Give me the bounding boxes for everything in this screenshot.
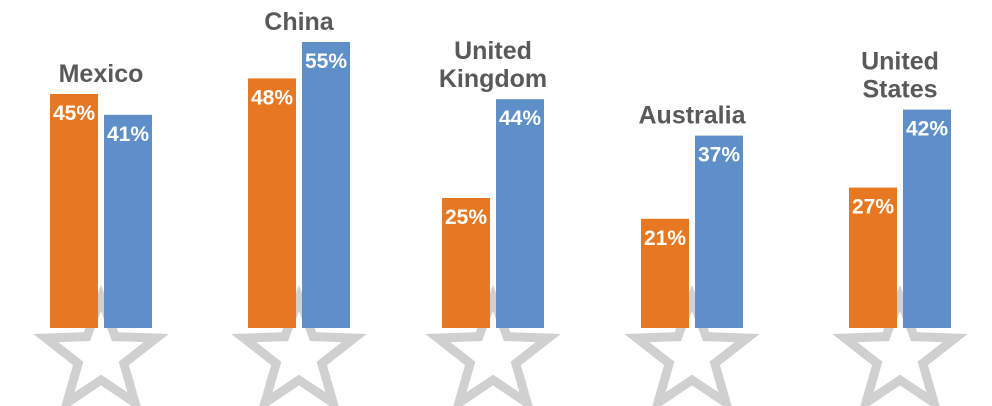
category-label: Mexico	[59, 60, 144, 88]
category-label-line: United	[454, 37, 532, 65]
bar-value-label: 44%	[499, 107, 541, 130]
bar	[849, 187, 897, 328]
bar	[641, 218, 689, 328]
star-outline-icon	[425, 284, 561, 406]
star-outline-icon	[624, 284, 760, 406]
bar	[302, 42, 350, 328]
category-label-line: Kingdom	[439, 65, 547, 93]
bar-value-label: 41%	[107, 123, 149, 146]
bar	[496, 99, 544, 328]
bar	[50, 94, 98, 328]
category-label: United States	[861, 48, 939, 104]
bar	[442, 198, 490, 328]
bar	[104, 114, 152, 328]
bar-value-label: 37%	[698, 144, 740, 167]
category-label: United Kingdom	[439, 37, 547, 93]
bar-value-label: 21%	[644, 227, 686, 250]
bar-value-label: 45%	[53, 102, 95, 125]
category-label: Australia	[639, 102, 747, 130]
category-label-line: United	[861, 48, 939, 76]
category-label-line: Australia	[639, 102, 747, 130]
category-label: China	[264, 8, 335, 36]
star-outline-icon	[832, 284, 968, 406]
bar	[903, 109, 951, 328]
bar-value-label: 55%	[305, 50, 347, 73]
bar	[695, 135, 743, 328]
category-label-line: States	[862, 76, 937, 104]
star-outline-icon	[33, 284, 169, 406]
category-label-line: China	[264, 8, 335, 36]
bar-value-label: 48%	[251, 86, 293, 109]
bar-value-label: 25%	[445, 206, 487, 229]
star-outline-icon	[231, 284, 367, 406]
bar-value-label: 42%	[906, 118, 948, 141]
bar-value-label: 27%	[852, 196, 894, 219]
category-label-line: Mexico	[59, 60, 144, 88]
bar	[248, 78, 296, 329]
